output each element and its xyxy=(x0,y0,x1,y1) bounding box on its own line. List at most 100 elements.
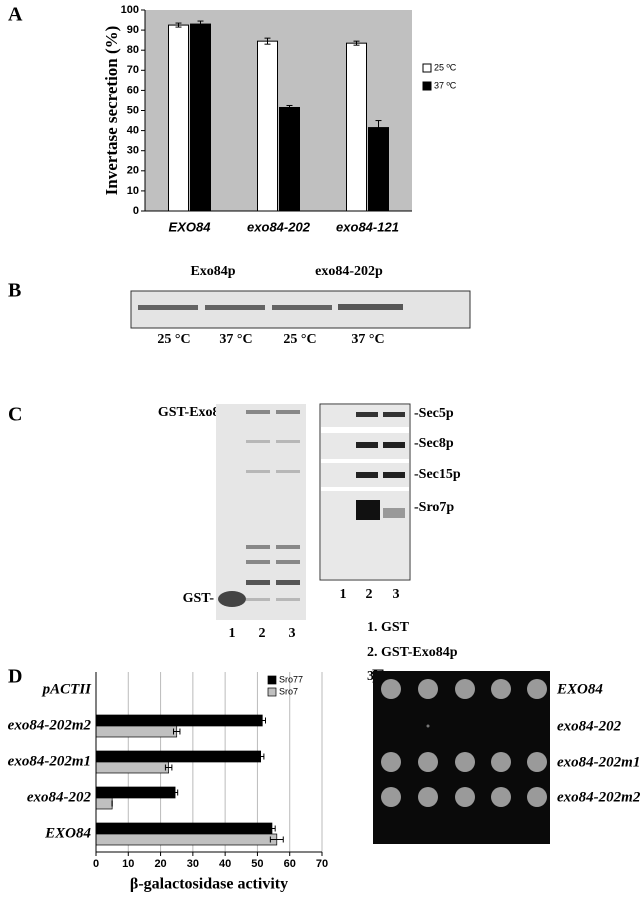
legend-swatch xyxy=(267,687,277,697)
strain-label: exo84-202m2 xyxy=(557,789,641,805)
bar xyxy=(368,127,389,212)
bar xyxy=(95,833,278,846)
spot xyxy=(491,679,511,699)
x-tick-label: 50 xyxy=(251,858,263,870)
lane-label: 37 °C xyxy=(219,332,252,347)
bar xyxy=(95,714,263,727)
band xyxy=(338,304,403,310)
spot xyxy=(381,787,401,807)
x-tick-label: exo84-202 xyxy=(247,219,311,234)
spot xyxy=(418,679,438,699)
gel-bands xyxy=(218,410,300,607)
y-tick-label: pACTII xyxy=(41,681,93,697)
panel-label: D xyxy=(8,666,22,688)
y-tick-label: 80 xyxy=(127,44,139,56)
panel-label: A xyxy=(8,4,23,26)
spot xyxy=(455,679,475,699)
x-axis-title: β-galactosidase activity xyxy=(130,876,288,893)
x-tick-label: 60 xyxy=(284,858,296,870)
spot xyxy=(527,787,547,807)
x-tick-label: 40 xyxy=(219,858,231,870)
group-label: exo84-202p xyxy=(315,264,383,279)
x-tick-label: 30 xyxy=(187,858,199,870)
spot xyxy=(381,679,401,699)
strain-label: exo84-202m1 xyxy=(557,754,640,770)
group-label: Exo84p xyxy=(190,264,235,279)
bar xyxy=(257,40,278,212)
band xyxy=(272,305,332,310)
x-tick-label: EXO84 xyxy=(169,219,212,234)
spot xyxy=(418,787,438,807)
y-tick-label: 10 xyxy=(127,185,139,197)
panel-label: B xyxy=(8,280,21,302)
x-tick-label: 20 xyxy=(154,858,166,870)
lane-number: 2 xyxy=(259,626,266,641)
legend-label: 37 ºC xyxy=(434,80,457,90)
panel-label: C xyxy=(8,404,22,426)
gel-label: GST- xyxy=(183,591,215,606)
yeast-spots xyxy=(381,679,547,807)
bar xyxy=(95,822,273,835)
lane-number: 1 xyxy=(229,626,236,641)
y-tick-label: exo84-202m1 xyxy=(8,753,91,769)
legend-label: 25 ºC xyxy=(434,62,457,72)
bar xyxy=(95,725,178,738)
legend-label: Sro77 xyxy=(279,674,303,684)
legend-swatch xyxy=(422,63,432,73)
plot-background xyxy=(145,10,412,211)
y-tick-label: exo84-202m2 xyxy=(8,717,92,733)
blot-label: -Sec5p xyxy=(414,406,454,421)
spot xyxy=(381,752,401,772)
lane-number: 3 xyxy=(393,587,400,602)
y-tick-label: 60 xyxy=(127,84,139,96)
bar xyxy=(190,23,211,212)
bar xyxy=(95,786,176,799)
bar xyxy=(95,750,262,763)
y-tick-label: 100 xyxy=(121,4,139,16)
bar xyxy=(95,797,113,810)
blot-label: -Sec8p xyxy=(414,436,454,451)
spot xyxy=(527,679,547,699)
legend-swatch xyxy=(267,675,277,685)
blot-label: -Sec15p xyxy=(414,467,461,482)
x-tick-label: 10 xyxy=(122,858,134,870)
band xyxy=(205,305,265,310)
lane-label: 25 °C xyxy=(283,332,316,347)
spot xyxy=(491,787,511,807)
strain-label: EXO84 xyxy=(556,681,603,697)
y-tick-label: 90 xyxy=(127,24,139,36)
lane-number: 2 xyxy=(366,587,373,602)
spot xyxy=(455,752,475,772)
x-tick-label: 70 xyxy=(316,858,328,870)
bar xyxy=(346,42,367,212)
y-tick-label: EXO84 xyxy=(44,825,91,841)
bar xyxy=(279,106,300,212)
spot xyxy=(491,752,511,772)
key-item: 2. GST-Exo84p xyxy=(367,645,458,660)
legend-label: Sro7 xyxy=(279,686,298,696)
y-tick-label: 50 xyxy=(127,104,139,116)
x-tick-label: exo84-121 xyxy=(336,219,399,234)
key-item: 1. GST xyxy=(367,620,410,635)
y-tick-label: 70 xyxy=(127,64,139,76)
spot xyxy=(527,752,547,772)
lane-label: 37 °C xyxy=(351,332,384,347)
bar xyxy=(168,24,189,212)
legend-swatch xyxy=(422,81,432,91)
y-tick-label: 0 xyxy=(133,205,139,217)
bar xyxy=(95,761,169,774)
y-axis-title: Invertase secretion (%) xyxy=(102,26,121,196)
y-tick-label: 30 xyxy=(127,145,139,157)
y-tick-label: 40 xyxy=(127,125,139,137)
lane-number: 3 xyxy=(289,626,296,641)
coomassie-gel xyxy=(216,404,306,620)
x-tick-label: 0 xyxy=(93,858,99,870)
lane-number: 1 xyxy=(340,587,347,602)
y-tick-label: 20 xyxy=(127,165,139,177)
lane-label: 25 °C xyxy=(157,332,190,347)
spot xyxy=(426,724,430,728)
y-tick-label: exo84-202 xyxy=(27,789,92,805)
band xyxy=(138,305,198,310)
blot-strips xyxy=(321,405,409,579)
